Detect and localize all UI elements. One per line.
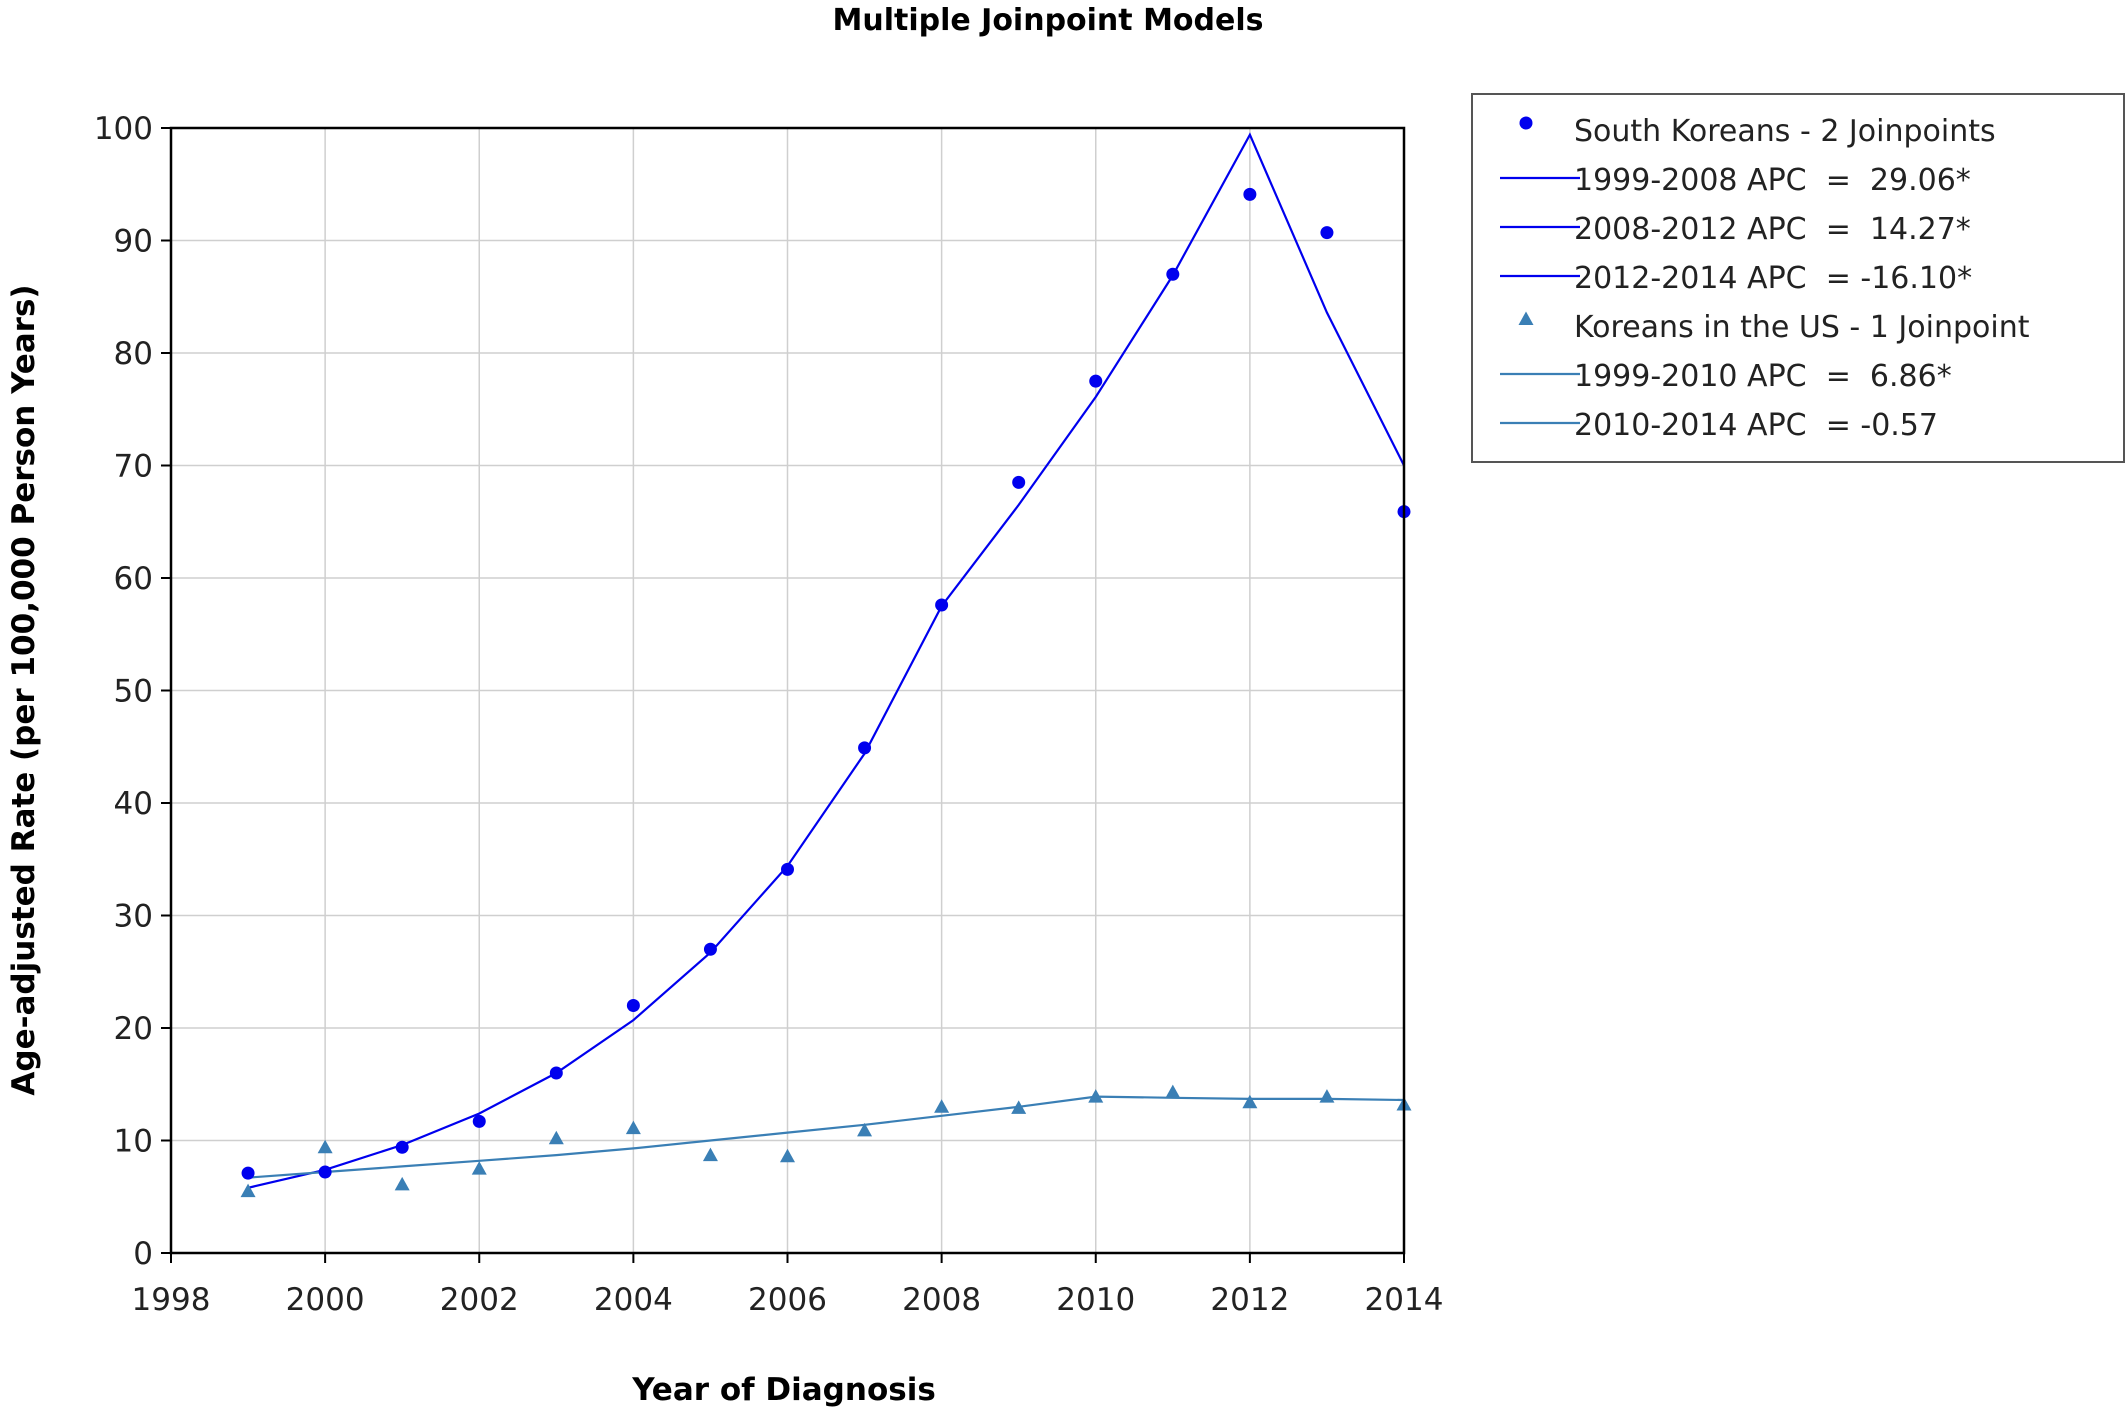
legend-box xyxy=(1471,93,2125,463)
x-tick-label: 2000 xyxy=(286,1282,365,1318)
us-korean-point xyxy=(934,1099,950,1113)
south-korea-point xyxy=(1089,374,1103,388)
y-axis-title: Age-adjusted Rate (per 100,000 Person Ye… xyxy=(6,284,42,1095)
south-korea-point xyxy=(781,862,794,876)
us-korean-point xyxy=(780,1148,795,1163)
south-korea-point xyxy=(1320,226,1334,240)
south-korea-point xyxy=(318,1165,332,1179)
x-tick-label: 2010 xyxy=(1056,1282,1135,1318)
us-korean-point xyxy=(1242,1094,1258,1109)
y-tick-label: 30 xyxy=(114,899,153,935)
grid-lines xyxy=(170,127,1405,1254)
south-korea-point xyxy=(703,942,717,956)
south-korea-point xyxy=(241,1166,255,1180)
legend: South Koreans - 2 Joinpoints 1999-2008 AP… xyxy=(1471,93,2125,463)
us-korean-point xyxy=(471,1161,487,1175)
us-korean-point xyxy=(394,1176,410,1191)
y-tick-label: 70 xyxy=(114,449,153,485)
south-korea-point xyxy=(549,1066,563,1080)
x-tick-label: 2012 xyxy=(1210,1282,1289,1318)
plot-frame xyxy=(169,126,1406,1255)
legend-label: South Koreans - 2 Joinpoints xyxy=(1574,114,1996,149)
x-tick-label: 2004 xyxy=(594,1282,673,1318)
us-korean-point xyxy=(548,1130,564,1145)
us-korean-point xyxy=(625,1120,641,1135)
south-korea-point xyxy=(1012,475,1026,489)
us-korean-point xyxy=(1319,1089,1335,1103)
south-korea-point xyxy=(1243,187,1257,201)
us-korean-point xyxy=(1088,1089,1104,1103)
south-korea-point xyxy=(626,999,640,1012)
legend-label: 2010-2014 APC = -0.57 xyxy=(1574,408,1938,443)
south-korea-point xyxy=(472,1114,486,1128)
y-tick-label: 40 xyxy=(114,786,153,822)
legend-label: 2012-2014 APC = -16.10* xyxy=(1574,261,1972,296)
x-tick-label: 2008 xyxy=(902,1282,981,1318)
x-tick-label: 1998 xyxy=(132,1282,211,1318)
axis-ticks: 1998 2000 2002 2004 2006 2008 2010 2012 2014 0 10 2… xyxy=(94,111,1444,1318)
fitted-line xyxy=(247,132,1405,1189)
x-tick-label: 2014 xyxy=(1365,1282,1444,1318)
y-tick-label: 90 xyxy=(114,224,153,260)
y-tick-label: 50 xyxy=(114,674,153,710)
legend-label: Koreans in the US - 1 Joinpoint xyxy=(1574,310,2030,345)
y-tick-label: 100 xyxy=(94,111,153,147)
observed-points xyxy=(240,187,1412,1198)
south-korea-point xyxy=(858,741,872,755)
legend-label: 1999-2008 APC = 29.06* xyxy=(1574,163,1971,198)
us-korean-point xyxy=(1165,1084,1181,1099)
south-korea-point xyxy=(1166,267,1180,281)
us-korean-point xyxy=(1011,1100,1027,1114)
x-axis-title: Year of Diagnosis xyxy=(631,1372,936,1408)
y-tick-label: 20 xyxy=(114,1011,153,1047)
fitted-line xyxy=(248,1095,1405,1179)
legend-label: 2008-2012 APC = 14.27* xyxy=(1574,212,1971,247)
fitted-lines xyxy=(247,132,1405,1189)
y-tick-label: 10 xyxy=(114,1124,153,1160)
legend-marker-swatch xyxy=(1519,116,1533,130)
y-tick-label: 60 xyxy=(114,561,153,597)
us-korean-point xyxy=(317,1139,333,1154)
us-korean-point xyxy=(702,1147,718,1162)
y-tick-label: 80 xyxy=(114,336,153,372)
legend-label: 1999-2010 APC = 6.86* xyxy=(1574,359,1952,394)
legend-marker-swatch xyxy=(1518,311,1534,325)
south-korea-point xyxy=(395,1140,409,1154)
x-tick-label: 2006 xyxy=(748,1282,827,1318)
x-tick-label: 2002 xyxy=(440,1282,519,1318)
us-korean-point xyxy=(240,1183,256,1198)
us-korean-point xyxy=(857,1122,873,1137)
y-tick-label: 0 xyxy=(133,1236,153,1272)
chart-title: Multiple Joinpoint Models xyxy=(832,3,1263,38)
south-korea-point xyxy=(935,598,949,612)
